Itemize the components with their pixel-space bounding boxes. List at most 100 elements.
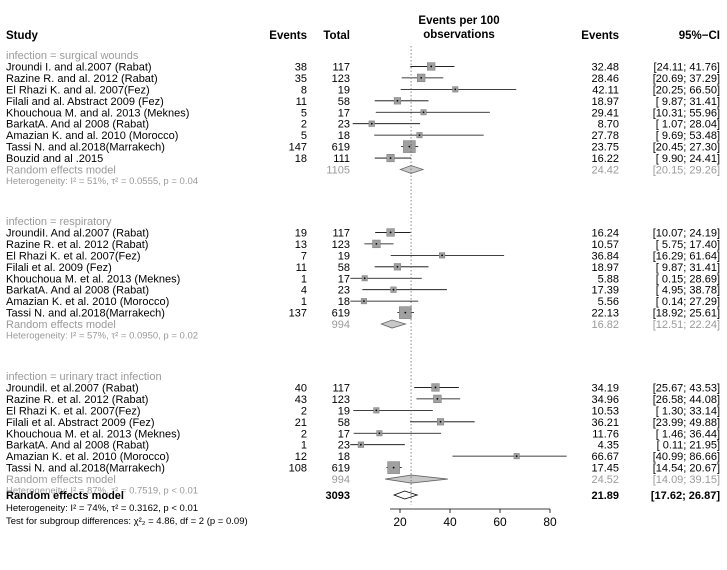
point-estimate: [375, 243, 378, 245]
heterogeneity-stat: Heterogeneity: I² = 57%, τ² = 0.0950, p …: [6, 331, 198, 342]
point-estimate: [515, 455, 518, 458]
study-estimate: 17.45: [591, 463, 619, 475]
subgroup-difference-test: Test for subgroup differences: χ²₂ = 4.8…: [6, 516, 248, 527]
point-estimate: [359, 443, 362, 446]
study-estimate: 34.19: [591, 382, 619, 394]
point-estimate: [363, 277, 366, 280]
study-label: Filali and al. Abstract 2009 (Fez): [6, 96, 164, 108]
study-total: 17: [338, 107, 350, 119]
study-total: 23: [338, 285, 350, 297]
random-effects-estimate: 24.42: [591, 165, 619, 177]
study-label: Amazian K. et al. 2010 (Morocco): [6, 296, 169, 308]
study-total: 58: [338, 417, 350, 429]
study-label: BarkatA. And al 2008 (Rabat): [6, 285, 149, 297]
study-total: 17: [338, 428, 350, 440]
x-axis-tick-label: 40: [443, 515, 457, 529]
study-label: Razine R. et al. 2012 (Rabat): [6, 239, 148, 251]
study-ci: [ 0.15; 28.69]: [656, 273, 720, 285]
study-ci: [14.54; 20.67]: [653, 463, 720, 475]
study-ci: [24.11; 41.76]: [654, 61, 720, 73]
study-total: 111: [333, 153, 350, 165]
study-estimate: 5.56: [598, 296, 619, 308]
study-ci: [40.99; 86.66]: [653, 451, 720, 463]
study-ci: [ 9.69; 53.48]: [656, 130, 720, 142]
random-effects-estimate: 16.82: [591, 319, 619, 331]
study-estimate: 11.76: [592, 428, 619, 440]
study-label: BarkatA. And al 2008 (Rabat): [6, 440, 149, 452]
header-estimate: Events: [581, 30, 619, 42]
overall-total: 3093: [326, 490, 350, 502]
study-estimate: 18.97: [591, 262, 619, 274]
study-events: 137: [289, 308, 307, 320]
study-events: 35: [295, 73, 307, 85]
point-estimate: [370, 122, 373, 125]
study-ci: [10.31; 55.96]: [653, 107, 720, 119]
study-events: 43: [295, 394, 307, 406]
study-events: 12: [295, 451, 307, 463]
study-label: JroundiI. And al.2007 (Rabat): [6, 227, 149, 239]
study-label: Amazian K. et al. 2010 (Morocco): [6, 451, 169, 463]
random-effects-label: Random effects model: [6, 319, 116, 331]
point-estimate: [389, 157, 392, 159]
study-label: Khouchoua M. and al. 2013 (Meknes): [6, 107, 189, 119]
study-label: Jroundi I. and al.2007 (Rabat): [6, 61, 152, 73]
study-total: 18: [338, 296, 350, 308]
header-total: Total: [323, 30, 350, 42]
study-total: 58: [338, 262, 350, 274]
study-label: Razine R. et al. 2012 (Rabat): [6, 394, 148, 406]
point-estimate: [404, 311, 407, 314]
study-estimate: 34.96: [591, 394, 619, 406]
overall-random-effects-label: Random effects model: [6, 490, 124, 502]
study-label: Filali et al. Abstract 2009 (Fez): [6, 417, 155, 429]
point-estimate: [430, 65, 433, 68]
study-ci: [20.69; 37.29]: [653, 73, 720, 85]
header-plot-title-line2: observations: [423, 29, 495, 41]
point-estimate: [436, 398, 439, 400]
study-estimate: 8.70: [598, 119, 619, 131]
study-estimate: 18.97: [591, 96, 619, 108]
summary-diamond: [399, 165, 425, 174]
study-ci: [ 9.87; 31.41]: [656, 96, 720, 108]
x-axis-tick-label: 20: [393, 515, 407, 529]
study-events: 11: [296, 96, 307, 108]
study-label: Razine R. and al. 2012 (Rabat): [6, 73, 158, 85]
study-label: Khouchoua M. et al. 2013 (Meknes): [6, 428, 180, 440]
study-events: 8: [301, 84, 307, 96]
study-label: Amazian K. and al. 2010 (Morocco): [6, 130, 178, 142]
study-estimate: 66.67: [591, 451, 619, 463]
x-axis-tick-label: 60: [493, 515, 507, 529]
random-effects-ci: [20.15; 29.26]: [653, 165, 720, 177]
summary-diamond: [380, 319, 408, 329]
study-label: Bouzid and al .2015: [6, 153, 103, 165]
study-estimate: 10.53: [591, 405, 619, 417]
point-estimate: [396, 265, 399, 268]
study-total: 18: [338, 451, 350, 463]
study-ci: [ 1.07; 28.04]: [656, 119, 720, 131]
study-label: Tassi N. and al.2018(Marrakech): [6, 142, 165, 154]
heterogeneity-stat: Heterogeneity: I² = 51%, τ² = 0.0555, p …: [6, 176, 198, 187]
study-events: 38: [295, 61, 307, 73]
study-estimate: 5.88: [598, 273, 619, 285]
study-events: 1: [301, 440, 307, 452]
subgroup-title: infection = surgical wounds: [6, 50, 139, 62]
study-label: El Rhazi K. et al. 2007(Fez): [6, 250, 141, 262]
study-events: 4: [301, 285, 307, 297]
point-estimate: [389, 231, 392, 234]
point-estimate: [420, 77, 423, 79]
study-estimate: 22.13: [591, 308, 619, 320]
random-effects-ci: [14.09; 39.15]: [653, 474, 720, 486]
study-events: 13: [295, 239, 307, 251]
study-ci: [10.07; 24.19]: [653, 227, 720, 239]
point-estimate: [441, 254, 443, 257]
x-axis-tick-label: 80: [543, 515, 557, 529]
study-total: 18: [338, 130, 350, 142]
study-ci: [16.29; 61.64]: [653, 250, 720, 262]
overall-ci: [17.62; 26.87]: [651, 490, 720, 502]
heterogeneity-stat: Heterogeneity: I² = 87%, τ² = 0.7519, p …: [6, 486, 198, 497]
random-effects-total: 994: [332, 474, 350, 486]
summary-diamond: [385, 474, 448, 484]
random-effects-ci: [12.51; 22.24]: [653, 319, 720, 331]
study-estimate: 17.39: [591, 285, 619, 297]
study-estimate: 4.35: [598, 440, 619, 452]
